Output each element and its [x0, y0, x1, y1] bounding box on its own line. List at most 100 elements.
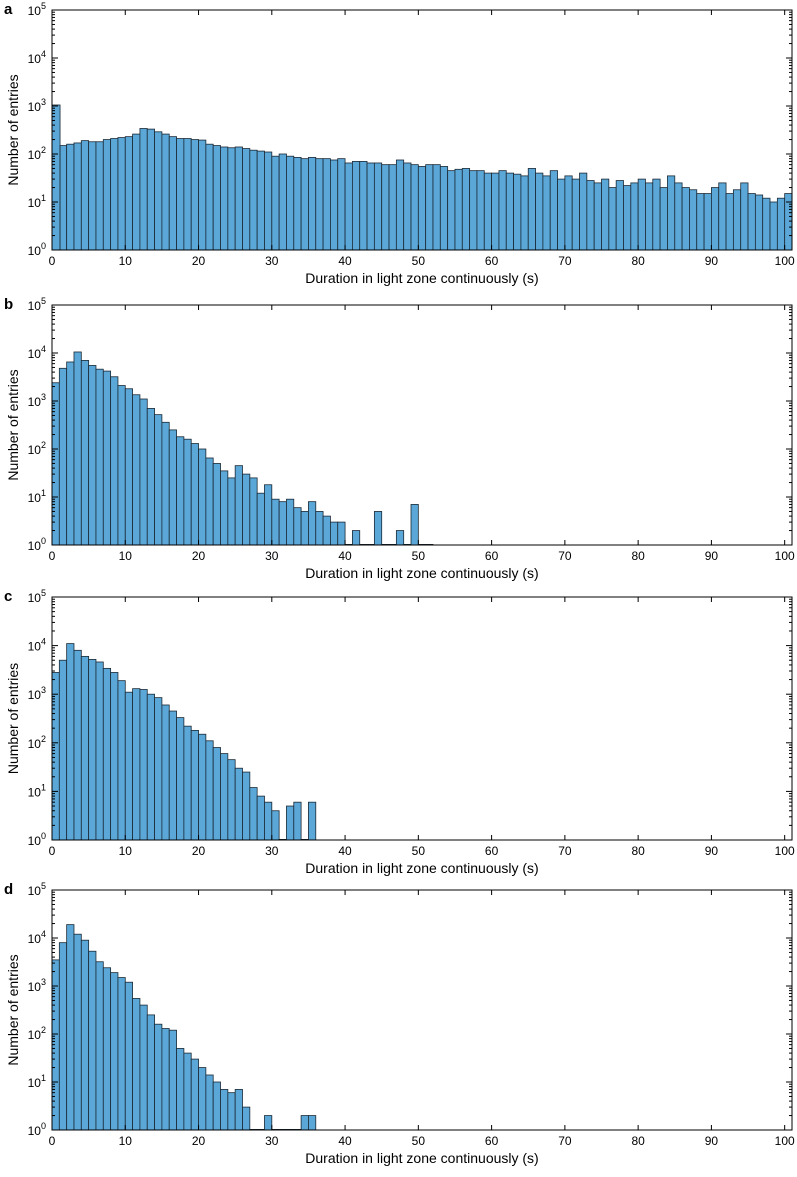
- panel-a: 0 10 20 30 40 50 60 70 80 90 100100101102103104105…: [4, 1, 795, 286]
- bar: [66, 361, 75, 546]
- y-tick-label: 101: [28, 782, 46, 799]
- y-tick-exponent: 4: [41, 929, 46, 939]
- bars-c: [51, 643, 317, 841]
- bar: [483, 172, 493, 251]
- bar: [696, 193, 705, 251]
- bar: [154, 697, 163, 841]
- bar: [249, 149, 258, 251]
- bar: [66, 924, 75, 1131]
- y-tick-base: 10: [28, 1028, 42, 1042]
- bar: [51, 672, 60, 841]
- bar: [80, 140, 90, 251]
- panel-c: 0 10 20 30 40 50 60 70 80 90 100100101102103104105…: [4, 588, 795, 876]
- bar: [88, 659, 97, 841]
- bar: [198, 448, 207, 546]
- y-tick-label: 103: [28, 97, 46, 114]
- bar: [689, 189, 698, 251]
- y-tick-label: 102: [28, 1025, 46, 1042]
- bar: [286, 155, 295, 251]
- bar: [102, 667, 112, 841]
- bar: [124, 691, 133, 841]
- y-tick-base: 10: [28, 640, 42, 654]
- bar: [154, 1023, 163, 1131]
- bar: [293, 156, 302, 251]
- x-tick-label: 60: [485, 549, 499, 563]
- panel-d: 0 10 20 30 40 50 60 70 80 90 100100101102103104105…: [4, 881, 795, 1166]
- bars-a: [51, 104, 793, 251]
- bar: [403, 162, 412, 251]
- bar: [80, 939, 90, 1131]
- bar: [608, 187, 617, 251]
- bar: [718, 182, 727, 251]
- y-tick-base: 10: [28, 347, 42, 361]
- y-tick-label: 103: [28, 977, 46, 994]
- x-tick-label: 60: [485, 254, 499, 268]
- bar: [308, 156, 317, 251]
- bar: [80, 655, 90, 841]
- bar: [205, 143, 214, 251]
- bar: [322, 158, 331, 251]
- plot-frame-c: [51, 596, 793, 841]
- bar: [154, 131, 163, 251]
- y-tick-base: 10: [28, 299, 42, 313]
- y-tick-base: 10: [28, 100, 42, 114]
- bar: [58, 659, 68, 841]
- bar: [330, 159, 339, 251]
- bar: [183, 138, 192, 251]
- bar: [139, 1004, 148, 1131]
- bar: [344, 162, 353, 251]
- bar: [176, 717, 185, 841]
- x-tick-label: 100: [775, 549, 795, 563]
- x-tick-label: 10: [119, 254, 133, 268]
- x-tick-label: 10: [119, 1134, 133, 1148]
- bar: [373, 162, 383, 251]
- bar: [110, 672, 119, 841]
- y-tick-exponent: 4: [41, 637, 46, 647]
- bar: [630, 182, 639, 251]
- bar: [73, 351, 82, 546]
- bar: [95, 141, 104, 251]
- bar: [315, 158, 324, 251]
- y-tick-exponent: 3: [41, 685, 46, 695]
- y-tick-base: 10: [28, 834, 42, 848]
- bar: [95, 368, 104, 546]
- x-tick-label: 40: [338, 549, 352, 563]
- x-tick-label: 90: [705, 549, 719, 563]
- bar: [146, 693, 155, 841]
- bar: [234, 767, 243, 841]
- bar: [286, 805, 295, 841]
- bar: [278, 153, 287, 251]
- bar: [637, 178, 646, 251]
- y-tick-label: 105: [28, 296, 46, 313]
- bar: [535, 172, 544, 251]
- panel-letter: a: [4, 1, 13, 18]
- bar: [652, 178, 661, 251]
- bar: [491, 172, 500, 251]
- x-tick-label: 20: [192, 254, 206, 268]
- bar: [308, 801, 317, 841]
- y-tick-label: 100: [28, 536, 46, 553]
- bar: [564, 175, 573, 251]
- bar: [351, 530, 361, 546]
- x-tick-label: 50: [412, 549, 426, 563]
- bar: [513, 173, 522, 251]
- bar: [337, 158, 346, 251]
- x-tick-label: 0: [49, 254, 56, 268]
- bar: [58, 367, 68, 546]
- bar: [161, 133, 170, 251]
- bar: [183, 725, 192, 841]
- bars-b: [51, 351, 434, 546]
- x-tick-label: 0: [49, 1134, 56, 1148]
- bar: [117, 385, 126, 546]
- bar: [73, 649, 82, 841]
- bar: [190, 443, 199, 546]
- bar: [66, 143, 75, 251]
- bar: [132, 688, 141, 841]
- bar: [308, 1115, 317, 1131]
- bar: [183, 438, 192, 546]
- bar: [59, 145, 68, 251]
- y-tick-base: 10: [28, 148, 42, 162]
- bar: [227, 759, 236, 841]
- bar: [593, 182, 602, 251]
- bar: [132, 394, 141, 546]
